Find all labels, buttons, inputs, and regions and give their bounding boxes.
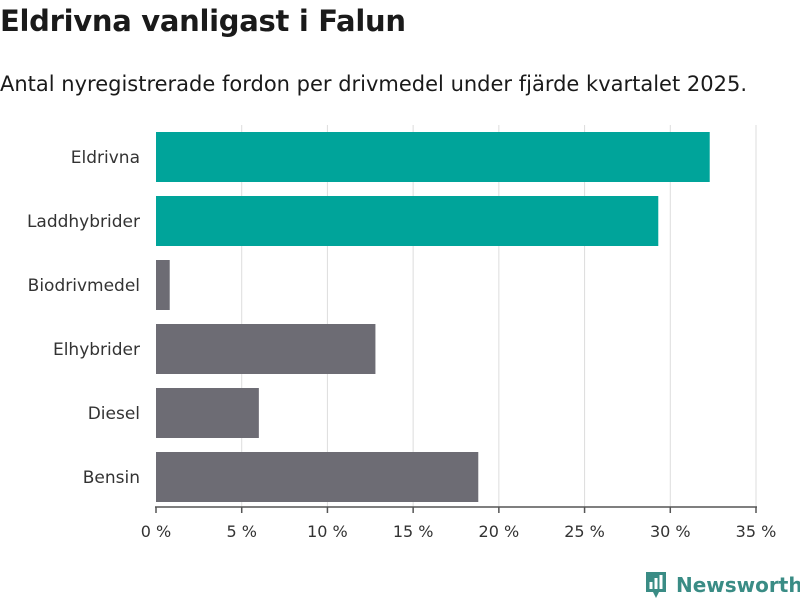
category-label: Eldrivna [71, 148, 140, 168]
bar [156, 260, 170, 310]
category-label: Bensin [83, 468, 140, 488]
bar [156, 452, 479, 502]
category-label: Biodrivmedel [28, 276, 140, 296]
category-label: Diesel [88, 404, 140, 424]
logo-text: Newsworthy [676, 573, 800, 597]
chart-subtitle: Antal nyregistrerade fordon per drivmede… [0, 72, 748, 96]
x-tick-label: 5 % [226, 522, 256, 541]
bar-chart-pin-icon [646, 572, 666, 598]
bar [156, 132, 710, 182]
category-label: Elhybrider [53, 340, 140, 360]
x-tick-label: 10 % [307, 522, 348, 541]
x-tick-label: 20 % [479, 522, 520, 541]
category-label: Laddhybrider [27, 212, 140, 232]
x-tick-label: 30 % [650, 522, 691, 541]
x-tick-label: 0 % [141, 522, 171, 541]
chart-title: Eldrivna vanligast i Falun [0, 4, 406, 38]
newsworthy-logo[interactable]: Newsworthy [644, 570, 800, 600]
x-tick-label: 25 % [564, 522, 605, 541]
x-tick-label: 15 % [393, 522, 434, 541]
bar [156, 388, 259, 438]
bar [156, 196, 659, 246]
x-tick-label: 35 % [736, 522, 777, 541]
bar [156, 324, 376, 374]
